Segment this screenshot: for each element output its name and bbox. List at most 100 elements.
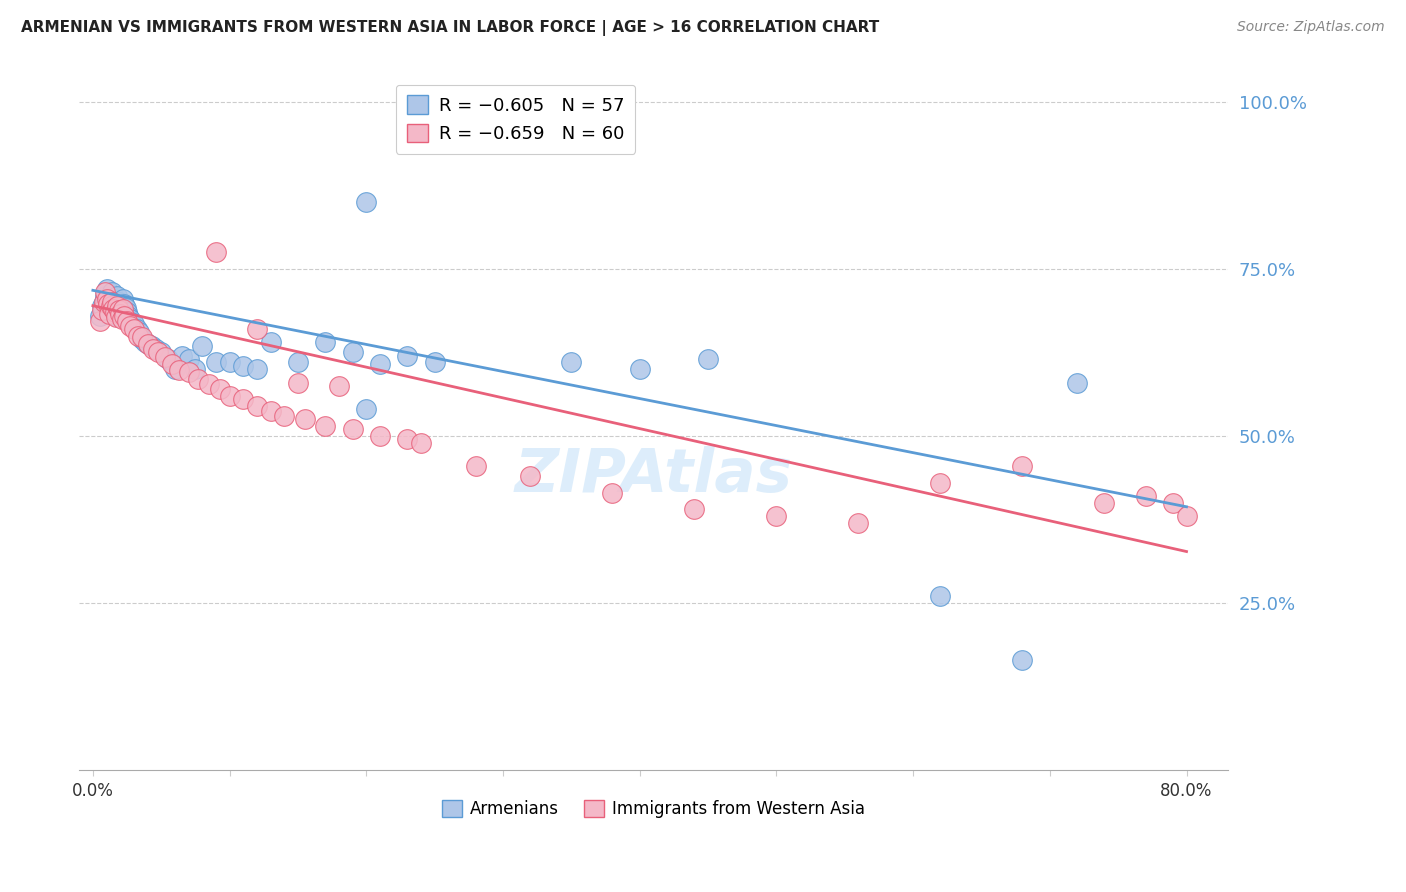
Point bbox=[118, 318, 141, 333]
Point bbox=[246, 399, 269, 413]
Point bbox=[97, 296, 120, 310]
Point bbox=[103, 295, 125, 310]
Point bbox=[1011, 458, 1033, 473]
Point bbox=[100, 299, 122, 313]
Point bbox=[396, 432, 419, 446]
Point bbox=[107, 288, 129, 302]
Point bbox=[929, 475, 952, 490]
Point bbox=[356, 402, 378, 417]
Point bbox=[128, 326, 150, 340]
Point bbox=[142, 342, 165, 356]
Point bbox=[246, 362, 269, 376]
Point bbox=[105, 309, 128, 323]
Point bbox=[208, 382, 231, 396]
Point bbox=[155, 350, 177, 364]
Point bbox=[104, 299, 127, 313]
Point bbox=[112, 296, 135, 310]
Point bbox=[232, 359, 254, 373]
Point bbox=[163, 362, 186, 376]
Point bbox=[342, 345, 364, 359]
Point bbox=[246, 322, 269, 336]
Point bbox=[294, 412, 316, 426]
Point bbox=[259, 335, 281, 350]
Point bbox=[115, 314, 138, 328]
Point bbox=[1011, 653, 1033, 667]
Point bbox=[136, 336, 159, 351]
Point bbox=[107, 299, 129, 313]
Point bbox=[111, 301, 134, 316]
Point bbox=[464, 458, 486, 473]
Point bbox=[1175, 509, 1198, 524]
Point bbox=[218, 355, 240, 369]
Point bbox=[697, 352, 720, 367]
Point bbox=[368, 429, 391, 443]
Point bbox=[110, 312, 132, 326]
Point bbox=[96, 282, 118, 296]
Point bbox=[396, 349, 419, 363]
Point bbox=[96, 292, 118, 306]
Point bbox=[98, 307, 121, 321]
Point bbox=[97, 292, 120, 306]
Point bbox=[110, 299, 132, 313]
Point bbox=[141, 339, 163, 353]
Point bbox=[1094, 496, 1116, 510]
Text: Source: ZipAtlas.com: Source: ZipAtlas.com bbox=[1237, 20, 1385, 34]
Point bbox=[145, 342, 167, 356]
Point bbox=[287, 376, 309, 390]
Point bbox=[150, 345, 173, 359]
Legend: Armenians, Immigrants from Western Asia: Armenians, Immigrants from Western Asia bbox=[434, 793, 872, 825]
Point bbox=[191, 339, 214, 353]
Point bbox=[91, 299, 114, 313]
Point bbox=[104, 305, 127, 319]
Point bbox=[134, 335, 156, 350]
Point bbox=[170, 349, 193, 363]
Point bbox=[218, 389, 240, 403]
Point bbox=[259, 403, 281, 417]
Point bbox=[100, 305, 122, 319]
Point bbox=[108, 303, 131, 318]
Point bbox=[187, 372, 209, 386]
Point bbox=[409, 435, 432, 450]
Point bbox=[114, 301, 136, 315]
Point bbox=[122, 317, 145, 331]
Point bbox=[368, 357, 391, 371]
Point bbox=[94, 285, 117, 300]
Point bbox=[118, 312, 141, 326]
Point bbox=[131, 330, 153, 344]
Point bbox=[848, 516, 870, 530]
Point bbox=[177, 352, 200, 367]
Point bbox=[232, 392, 254, 407]
Point bbox=[127, 328, 149, 343]
Point bbox=[93, 295, 115, 310]
Point bbox=[356, 195, 378, 210]
Point bbox=[765, 509, 787, 524]
Point bbox=[177, 366, 200, 380]
Point bbox=[273, 409, 295, 423]
Point bbox=[111, 292, 134, 306]
Point bbox=[929, 589, 952, 603]
Point bbox=[148, 345, 170, 359]
Text: ZIPAtlas: ZIPAtlas bbox=[515, 446, 793, 505]
Point bbox=[157, 352, 180, 367]
Point bbox=[1161, 496, 1184, 510]
Point bbox=[89, 309, 111, 323]
Point bbox=[205, 245, 228, 260]
Point bbox=[328, 379, 350, 393]
Point bbox=[91, 303, 114, 318]
Point bbox=[205, 355, 228, 369]
Point bbox=[110, 307, 132, 321]
Point bbox=[112, 309, 135, 323]
Point bbox=[423, 355, 446, 369]
Point bbox=[628, 362, 651, 376]
Point bbox=[101, 295, 124, 310]
Point bbox=[101, 285, 124, 300]
Point bbox=[93, 295, 115, 310]
Point bbox=[184, 362, 207, 376]
Point bbox=[117, 309, 139, 323]
Point bbox=[136, 336, 159, 351]
Point bbox=[89, 314, 111, 328]
Point bbox=[1135, 489, 1157, 503]
Text: ARMENIAN VS IMMIGRANTS FROM WESTERN ASIA IN LABOR FORCE | AGE > 16 CORRELATION C: ARMENIAN VS IMMIGRANTS FROM WESTERN ASIA… bbox=[21, 20, 879, 36]
Point bbox=[198, 376, 221, 391]
Point bbox=[105, 310, 128, 324]
